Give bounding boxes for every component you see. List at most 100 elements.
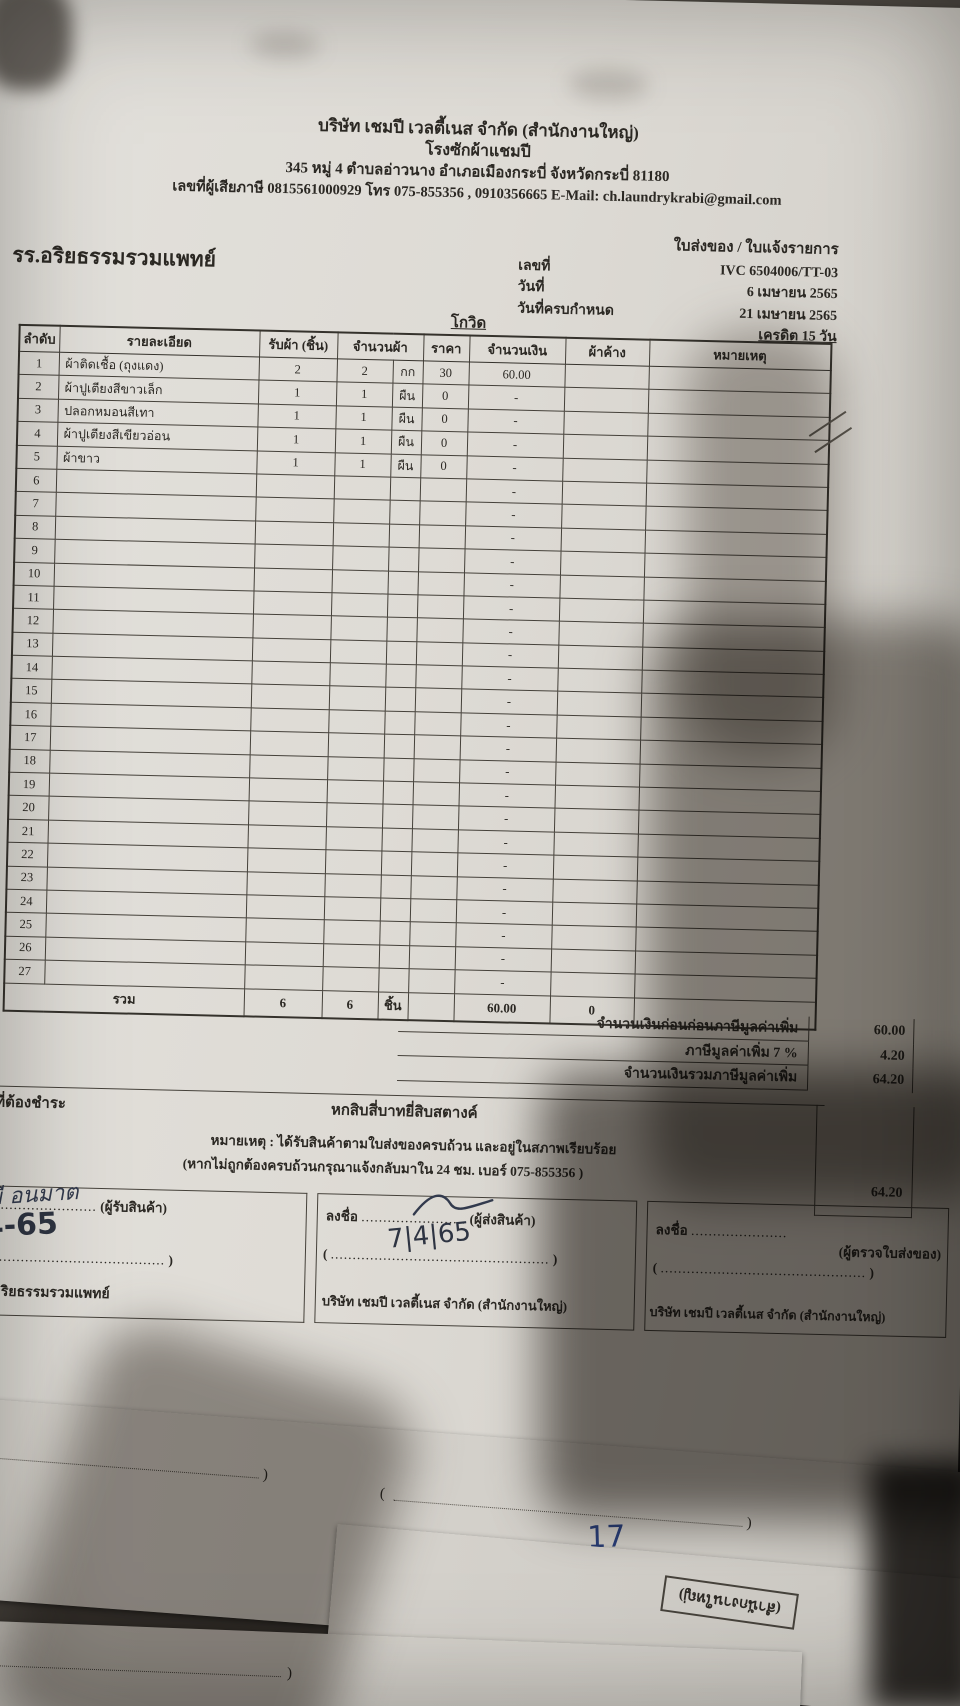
dotted-sign-line bbox=[0, 1455, 259, 1479]
close-paren: ) bbox=[168, 1252, 174, 1268]
cell-pending bbox=[561, 504, 646, 530]
cell-amount: - bbox=[460, 712, 557, 739]
cell-received bbox=[245, 894, 325, 921]
head-office-stamp: (สำนักงานใหญ่) bbox=[660, 1575, 799, 1630]
cell-amount: - bbox=[464, 549, 561, 575]
cell-qty bbox=[322, 943, 380, 969]
cell-price bbox=[418, 524, 466, 550]
cell-qty: 1 bbox=[334, 428, 392, 454]
sender-org: บริษัท เชมปี เวลตี้เนส จำกัด (สำนักงานให… bbox=[321, 1293, 568, 1315]
cell-pending bbox=[551, 925, 636, 951]
cell-pending bbox=[553, 831, 638, 858]
col-amount: จำนวนเงิน bbox=[468, 335, 566, 365]
vat-value: 4.20 bbox=[807, 1041, 915, 1069]
cell-price bbox=[410, 851, 458, 877]
cell-no: 12 bbox=[12, 608, 54, 633]
cell-qty bbox=[322, 966, 379, 992]
cell-unit bbox=[384, 687, 416, 712]
cell-qty bbox=[325, 826, 382, 852]
cell-pending bbox=[560, 551, 645, 577]
cell-received bbox=[246, 871, 325, 897]
paren-line: ( ......................................… bbox=[652, 1260, 875, 1281]
cell-unit bbox=[389, 500, 420, 525]
cell-pending bbox=[564, 364, 649, 390]
cell-pending bbox=[562, 434, 648, 460]
cell-qty bbox=[326, 779, 384, 805]
cell-no: 27 bbox=[4, 959, 45, 984]
cell-received bbox=[254, 544, 333, 570]
cell-price bbox=[418, 547, 465, 573]
cell-unit bbox=[379, 897, 411, 923]
cell-received bbox=[251, 637, 331, 663]
close-paren: ) bbox=[262, 1466, 269, 1484]
cell-amount: - bbox=[460, 689, 558, 715]
doc-date-label: วันที่ bbox=[517, 279, 545, 296]
cell-pending bbox=[552, 878, 637, 905]
close-paren: ) bbox=[869, 1265, 875, 1281]
cell-price bbox=[413, 758, 460, 783]
cell-unit bbox=[385, 664, 416, 689]
cell-price bbox=[413, 735, 461, 760]
total-label: รวม bbox=[3, 982, 245, 1016]
cell-qty bbox=[333, 475, 391, 501]
cell-qty bbox=[333, 499, 390, 524]
items-table: ลำดับ รายละเอียด รับผ้า (ชิ้น) จำนวนผ้า … bbox=[2, 323, 833, 1031]
cell-pending bbox=[551, 902, 637, 928]
cell-unit bbox=[381, 804, 413, 829]
cell-pending bbox=[560, 527, 646, 554]
sender-signature-box: ลงชื่อ ........................ (ผู้ส่งส… bbox=[314, 1193, 638, 1331]
close-paren: ) bbox=[746, 1515, 753, 1532]
cell-received bbox=[255, 473, 335, 500]
cell-unit bbox=[380, 851, 412, 876]
receiver-role: (ผู้รับสินค้า) bbox=[100, 1198, 168, 1216]
sign-label: ลงชื่อ bbox=[325, 1208, 359, 1225]
cell-price bbox=[416, 594, 464, 620]
cell-price bbox=[419, 501, 466, 526]
cell-qty bbox=[324, 849, 382, 875]
close-paren: ) bbox=[552, 1251, 558, 1267]
cell-qty bbox=[329, 639, 387, 665]
covid-annotation: โกวิด bbox=[450, 315, 487, 332]
cell-price bbox=[408, 968, 455, 994]
col-price: ราคา bbox=[423, 334, 470, 362]
cell-unit: ผืน bbox=[391, 383, 423, 408]
cell-received bbox=[248, 801, 327, 827]
cell-unit bbox=[384, 710, 415, 736]
cell-no: 5 bbox=[16, 444, 57, 470]
cell-no: 1 bbox=[18, 351, 60, 376]
items-table-wrap: ลำดับ รายละเอียด รับผ้า (ชิ้น) จำนวนผ้า … bbox=[2, 323, 833, 1031]
cell-amount: - bbox=[455, 899, 553, 926]
cell-price bbox=[411, 805, 459, 830]
cell-pending bbox=[556, 691, 642, 717]
cell-price: 0 bbox=[421, 407, 468, 433]
cell-price bbox=[409, 922, 456, 947]
cell-pending bbox=[552, 855, 638, 881]
cell-pending bbox=[561, 481, 647, 507]
cell-amount: - bbox=[456, 853, 554, 879]
vat-summary: จำนวนเงินก่อนก่อนภาษีมูลค่าเพิ่ม 60.00 ภ… bbox=[397, 1006, 915, 1093]
open-paren: ( bbox=[652, 1260, 658, 1276]
cell-pending bbox=[558, 621, 643, 647]
paren-line: ........................................… bbox=[0, 1247, 174, 1268]
cell-amount: - bbox=[457, 806, 555, 832]
cell-amount: - bbox=[456, 876, 553, 903]
cell-qty bbox=[323, 896, 381, 922]
pre-vat-value: 60.00 bbox=[808, 1016, 915, 1044]
cell-no: 2 bbox=[17, 374, 59, 400]
checker-role: (ผู้ตรวจใบส่งของ) bbox=[838, 1244, 942, 1262]
doc-date-row: วันที่ 6 เมษายน 2565 bbox=[518, 279, 838, 304]
cell-received: 1 bbox=[257, 403, 336, 429]
cell-price bbox=[410, 875, 457, 900]
cell-received bbox=[246, 848, 326, 874]
cell-no: 24 bbox=[5, 889, 47, 914]
cell-no: 25 bbox=[5, 912, 46, 937]
cell-pending bbox=[550, 948, 636, 975]
cell-pending bbox=[559, 574, 644, 601]
cell-unit bbox=[381, 827, 412, 852]
due-date-value: 21 เมษายน 2565 bbox=[739, 306, 838, 324]
items-body: 1 ผ้าติดเชื้อ (ถุงแดง) 2 2 กก 30 60.00 2 ผ้าปูเต… bbox=[4, 351, 831, 1002]
cell-unit bbox=[386, 593, 418, 619]
dotted-sign-line bbox=[393, 1499, 743, 1527]
amount-in-words: หกสิบสี่บาทยี่สิบสตางค์ bbox=[330, 1102, 478, 1122]
cell-received bbox=[253, 567, 333, 593]
